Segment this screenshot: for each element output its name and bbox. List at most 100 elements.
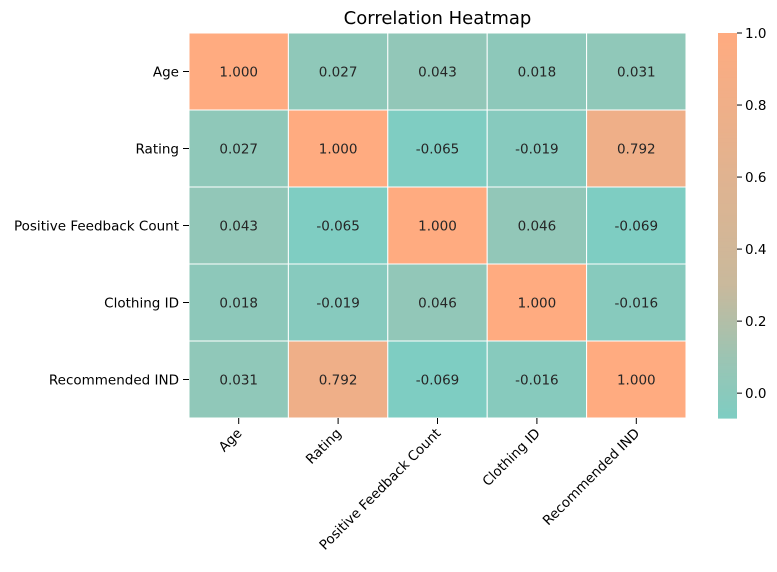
colorbar-segment [718, 254, 737, 259]
colorbar-segment [718, 174, 737, 178]
colorbar-segment [718, 299, 737, 304]
heatmap-cell [486, 186, 588, 265]
heatmap-cells [188, 32, 687, 419]
cell-value-label: 1.000 [418, 219, 457, 235]
y-tick-label: Positive Feedback Count [14, 219, 179, 235]
cell-value-label: 1.000 [617, 373, 656, 389]
colorbar-segment [718, 167, 737, 172]
heatmap-cell [586, 263, 687, 342]
colorbar-segment [718, 52, 737, 57]
colorbar-segment [718, 164, 737, 169]
colorbar-segment [718, 392, 737, 397]
colorbar-segment [718, 257, 737, 262]
colorbar-tick-label: 1.0 [745, 26, 766, 42]
colorbar-segment [718, 312, 737, 316]
colorbar-segment [718, 161, 737, 166]
cell-value-label: 1.000 [319, 142, 358, 158]
y-tick-label: Rating [135, 142, 179, 158]
colorbar-segment [718, 138, 737, 143]
cell-value-label: -0.019 [316, 296, 360, 312]
colorbar-segment [718, 344, 737, 349]
colorbar-segment [718, 122, 737, 127]
colorbar-segment [718, 219, 737, 223]
colorbar-segment [718, 222, 737, 227]
colorbar-segment [718, 215, 737, 220]
colorbar-segment [718, 158, 737, 162]
heatmap-cell [287, 263, 389, 342]
heatmap-cell [188, 109, 289, 188]
colorbar-segment [718, 39, 737, 44]
y-axis: Age Rating Positive Feedback Count Clothing… [14, 65, 189, 389]
colorbar-segment [718, 71, 737, 76]
cell-value-label: 0.031 [617, 65, 656, 81]
heatmap-cell [586, 32, 687, 111]
colorbar-segment [718, 33, 737, 37]
colorbar-segment [718, 103, 737, 108]
colorbar-segment [718, 177, 737, 182]
heatmap-cell [287, 186, 389, 265]
cell-value-label: 0.046 [418, 296, 457, 312]
colorbar-segment [718, 398, 737, 403]
cell-value-label: -0.069 [615, 219, 659, 235]
colorbar-segment [718, 276, 737, 281]
colorbar-tick-label: 0.6 [745, 170, 766, 186]
cell-value-label: 0.018 [219, 296, 258, 312]
colorbar-segment [718, 36, 737, 41]
colorbar-segment [718, 212, 737, 217]
heatmap-cell [586, 186, 687, 265]
colorbar-segment [718, 296, 737, 300]
heatmap-cell [387, 32, 488, 111]
y-tick-label: Recommended IND [49, 373, 179, 389]
colorbar-segment [718, 154, 737, 159]
heatmap-cell [586, 109, 687, 188]
colorbar-segment [718, 58, 737, 63]
colorbar-segment [718, 360, 737, 365]
cell-value-label: 0.043 [219, 219, 258, 235]
colorbar-segment [718, 225, 737, 230]
colorbar-segment [718, 116, 737, 121]
colorbar-segment [718, 77, 737, 82]
colorbar-segment [718, 81, 737, 85]
colorbar-segment [718, 366, 737, 371]
colorbar-segment [718, 357, 737, 361]
colorbar-segment [718, 132, 737, 137]
colorbar-segment [718, 308, 737, 313]
colorbar-segment [718, 273, 737, 278]
colorbar-segment [718, 292, 737, 297]
colorbar-segment [718, 318, 737, 323]
colorbar-tick-label: 0.8 [745, 98, 766, 114]
colorbar-segment [718, 235, 737, 239]
colorbar-segment [718, 193, 737, 198]
colorbar-segment [718, 385, 737, 390]
colorbar-segment [718, 353, 737, 358]
colorbar-segment [718, 119, 737, 124]
heatmap-cell [486, 263, 588, 342]
colorbar-segment [718, 341, 737, 345]
heatmap-cell [188, 32, 289, 111]
colorbar-segment [718, 199, 737, 204]
colorbar-segment [718, 145, 737, 150]
colorbar-segment [718, 183, 737, 188]
colorbar-segment [718, 270, 737, 275]
colorbar-segment [718, 49, 737, 53]
colorbar-segment [718, 65, 737, 69]
heatmap-cell [586, 340, 687, 419]
heatmap-cell [387, 186, 488, 265]
cell-value-label: 0.792 [319, 373, 358, 389]
colorbar-segment [718, 231, 737, 236]
colorbar-segment [718, 264, 737, 268]
cell-value-label: -0.016 [515, 373, 559, 389]
colorbar-segment [718, 106, 737, 111]
heatmap-cell [486, 32, 588, 111]
colorbar-segment [718, 302, 737, 307]
colorbar-segment [718, 328, 737, 332]
colorbar-segment [718, 151, 737, 156]
colorbar-segment [718, 286, 737, 291]
colorbar-segment [718, 280, 737, 284]
colorbar-segment [718, 347, 737, 352]
colorbar-segment [718, 244, 737, 249]
heatmap-cell-labels: 1.000 0.027 0.043 0.018 0.031 0.027 1.000 -0.06… [219, 65, 658, 389]
colorbar-segment [718, 113, 737, 118]
